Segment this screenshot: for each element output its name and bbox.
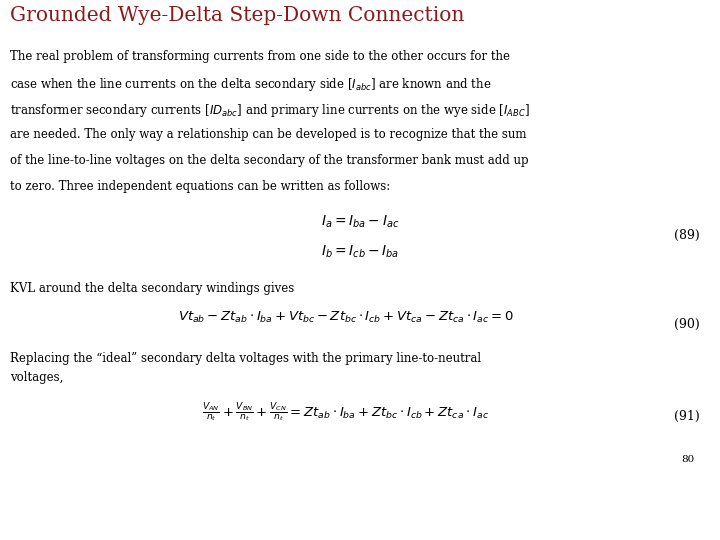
Text: ECpE Department: ECpE Department: [559, 502, 706, 516]
Text: Grounded Wye-Delta Step-Down Connection: Grounded Wye-Delta Step-Down Connection: [10, 6, 464, 25]
Text: (91): (91): [674, 410, 700, 423]
Text: $I_a = I_{ba} - I_{ac}$: $I_a = I_{ba} - I_{ac}$: [321, 214, 399, 231]
Text: (89): (89): [674, 229, 700, 242]
Text: $I_b = I_{cb} - I_{ba}$: $I_b = I_{cb} - I_{ba}$: [321, 244, 399, 260]
Text: $\frac{V_{AN}}{n_t} + \frac{V_{BN}}{n_t} + \frac{V_{CN}}{n_t} = Zt_{ab} \cdot I_: $\frac{V_{AN}}{n_t} + \frac{V_{BN}}{n_t}…: [202, 400, 489, 424]
Text: are needed. The only way a relationship can be developed is to recognize that th: are needed. The only way a relationship …: [10, 128, 526, 141]
Text: IOWA STATE UNIVERSITY: IOWA STATE UNIVERSITY: [14, 501, 260, 517]
Text: 80: 80: [682, 455, 695, 464]
Text: transformer secondary currents [$ID_{abc}$] and primary line currents on the wye: transformer secondary currents [$ID_{abc…: [10, 102, 530, 119]
Text: to zero. Three independent equations can be written as follows:: to zero. Three independent equations can…: [10, 180, 390, 193]
Text: KVL around the delta secondary windings gives: KVL around the delta secondary windings …: [10, 282, 294, 295]
Text: case when the line currents on the delta secondary side [$I_{abc}$] are known an: case when the line currents on the delta…: [10, 76, 492, 93]
Text: The real problem of transforming currents from one side to the other occurs for : The real problem of transforming current…: [10, 50, 510, 63]
Text: of the line-to-line voltages on the delta secondary of the transformer bank must: of the line-to-line voltages on the delt…: [10, 154, 528, 167]
Text: (90): (90): [674, 318, 700, 331]
Text: Replacing the “ideal” secondary delta voltages with the primary line-to-neutral
: Replacing the “ideal” secondary delta vo…: [10, 352, 481, 383]
Text: $Vt_{ab} - Zt_{ab} \cdot I_{ba} + Vt_{bc} - Zt_{bc} \cdot I_{cb} + Vt_{ca} - Zt_: $Vt_{ab} - Zt_{ab} \cdot I_{ba} + Vt_{bc…: [178, 310, 513, 325]
